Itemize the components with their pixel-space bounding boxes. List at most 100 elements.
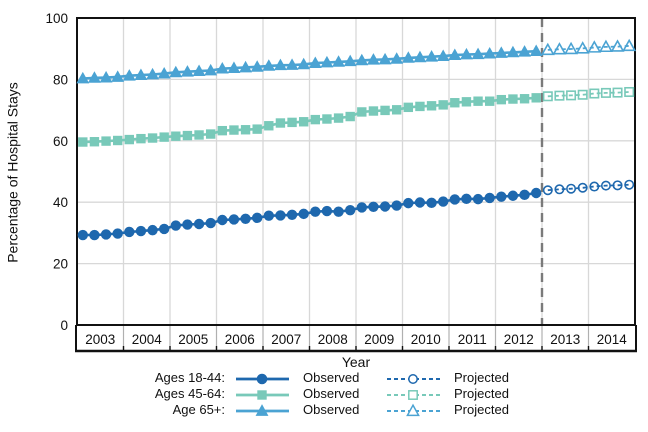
data-point-ages-45-64-projected bbox=[600, 87, 611, 98]
year-label-2004: 2004 bbox=[132, 332, 163, 347]
triangle-marker-icon bbox=[255, 404, 269, 416]
data-point-age-65-plus-observed bbox=[262, 59, 276, 71]
data-point-ages-45-64-observed bbox=[357, 107, 367, 117]
data-point-ages-18-44-observed bbox=[286, 209, 298, 220]
year-label-2009: 2009 bbox=[364, 332, 394, 347]
y-axis-title: Percentage of Hospital Stays bbox=[4, 82, 21, 263]
data-point-ages-18-44-observed bbox=[263, 210, 275, 221]
data-point-age-65-plus-observed bbox=[122, 69, 136, 81]
year-label-2013: 2013 bbox=[550, 332, 580, 347]
data-point-age-65-plus-observed bbox=[192, 64, 206, 77]
data-point-age-65-plus-observed bbox=[227, 61, 241, 73]
data-point-ages-45-64-observed bbox=[112, 135, 123, 146]
legend-observed-sample-circle-icon bbox=[236, 373, 289, 385]
data-point-ages-45-64-observed bbox=[380, 105, 390, 116]
data-point-age-65-plus-observed bbox=[169, 65, 183, 78]
data-point-age-65-plus-observed bbox=[494, 46, 508, 58]
data-point-ages-45-64-observed bbox=[496, 94, 507, 105]
data-point-ages-45-64-observed bbox=[287, 117, 297, 128]
data-point-ages-45-64-observed bbox=[124, 134, 135, 145]
data-point-ages-18-44-observed bbox=[333, 206, 344, 217]
data-point-age-65-plus-observed bbox=[332, 55, 346, 67]
data-point-ages-45-64-observed bbox=[415, 101, 425, 112]
data-point-age-65-plus-observed bbox=[529, 44, 543, 57]
data-point-ages-18-44-observed bbox=[496, 191, 507, 202]
data-point-ages-18-44-observed bbox=[507, 190, 519, 201]
data-point-age-65-plus-observed bbox=[401, 51, 415, 63]
data-point-ages-45-64-observed bbox=[136, 133, 146, 144]
y-tick-label-0: 0 bbox=[60, 318, 68, 333]
legend-label-age-65-plus: Age 65+: bbox=[172, 402, 225, 417]
data-point-ages-18-44-observed bbox=[251, 212, 263, 224]
data-point-ages-18-44-observed bbox=[158, 223, 170, 235]
data-point-ages-18-44-projected bbox=[566, 183, 577, 194]
data-point-age-65-plus-observed bbox=[378, 52, 392, 65]
data-point-age-65-plus-observed bbox=[76, 71, 90, 84]
data-point-ages-18-44-observed bbox=[449, 194, 461, 205]
data-point-age-65-plus-observed bbox=[308, 56, 322, 69]
plot-border bbox=[76, 17, 636, 326]
data-point-age-65-plus-observed bbox=[390, 52, 404, 64]
data-point-ages-45-64-observed bbox=[264, 121, 274, 131]
data-point-ages-18-44-projected bbox=[600, 180, 611, 191]
legend-label-ages-45-64: Ages 45-64: bbox=[154, 386, 225, 401]
data-point-ages-18-44-observed bbox=[217, 214, 228, 226]
data-point-ages-45-64-observed bbox=[450, 98, 460, 108]
data-point-ages-18-44-observed bbox=[414, 197, 426, 208]
data-point-ages-18-44-observed bbox=[321, 205, 333, 217]
data-point-ages-45-64-observed bbox=[171, 131, 181, 141]
year-label-2011: 2011 bbox=[458, 332, 487, 347]
data-point-ages-18-44-observed bbox=[170, 220, 182, 231]
data-point-ages-18-44-projected bbox=[577, 182, 588, 193]
legend-projected-text: Projected bbox=[454, 386, 509, 401]
data-point-age-65-plus-observed bbox=[285, 58, 299, 70]
data-point-ages-45-64-projected bbox=[624, 86, 635, 97]
data-point-age-65-plus-observed bbox=[366, 53, 380, 65]
data-point-age-65-plus-projected bbox=[622, 38, 637, 52]
data-point-ages-18-44-observed bbox=[310, 206, 321, 217]
data-point-age-65-plus-projected bbox=[564, 41, 579, 55]
triangle-marker-icon bbox=[406, 403, 420, 417]
data-point-ages-45-64-observed bbox=[426, 101, 437, 111]
data-point-ages-45-64-observed bbox=[147, 133, 158, 143]
data-point-ages-45-64-observed bbox=[229, 125, 239, 135]
data-point-ages-18-44-observed bbox=[368, 201, 379, 213]
series-ages-45-64-observed-line bbox=[82, 96, 537, 144]
data-point-ages-45-64-observed bbox=[333, 113, 344, 123]
data-point-age-65-plus-projected bbox=[575, 41, 590, 54]
data-point-ages-45-64-observed bbox=[101, 136, 111, 146]
data-point-ages-18-44-projected bbox=[612, 180, 623, 191]
circle-marker-icon bbox=[256, 373, 268, 385]
data-point-ages-45-64-observed bbox=[159, 132, 169, 142]
data-point-ages-45-64-observed bbox=[205, 129, 216, 139]
data-point-ages-45-64-projected bbox=[577, 89, 588, 100]
data-point-age-65-plus-observed bbox=[204, 63, 218, 76]
data-point-ages-18-44-observed bbox=[472, 193, 484, 205]
data-point-ages-45-64-observed bbox=[182, 130, 193, 141]
data-point-ages-18-44-projected bbox=[554, 184, 565, 195]
data-point-age-65-plus-observed bbox=[518, 45, 532, 57]
data-point-ages-45-64-projected bbox=[589, 88, 600, 99]
data-point-ages-45-64-observed bbox=[322, 114, 332, 124]
legend-observed-text: Observed bbox=[303, 402, 360, 417]
data-point-age-65-plus-observed bbox=[297, 57, 311, 70]
data-point-ages-18-44-observed bbox=[426, 197, 437, 209]
legend-observed-text: Observed bbox=[303, 370, 360, 385]
circle-marker-icon bbox=[408, 374, 418, 384]
legend-projected-sample-triangle-icon bbox=[387, 403, 440, 417]
data-point-ages-18-44-observed bbox=[391, 200, 402, 211]
data-point-ages-18-44-observed bbox=[403, 197, 414, 209]
data-point-ages-18-44-projected bbox=[589, 181, 600, 192]
data-point-ages-45-64-observed bbox=[473, 96, 483, 106]
data-point-ages-18-44-observed bbox=[298, 208, 309, 220]
data-point-ages-45-64-observed bbox=[531, 93, 541, 103]
data-point-ages-45-64-observed bbox=[310, 114, 321, 125]
data-point-ages-18-44-observed bbox=[530, 187, 542, 199]
data-point-age-65-plus-projected bbox=[598, 39, 613, 53]
data-point-age-65-plus-observed bbox=[134, 68, 148, 81]
data-point-age-65-plus-observed bbox=[506, 45, 520, 58]
square-marker-icon bbox=[408, 390, 418, 400]
legend-projected-sample-square-icon bbox=[387, 390, 440, 400]
data-point-ages-45-64-observed bbox=[240, 125, 251, 135]
data-point-age-65-plus-observed bbox=[273, 58, 287, 71]
